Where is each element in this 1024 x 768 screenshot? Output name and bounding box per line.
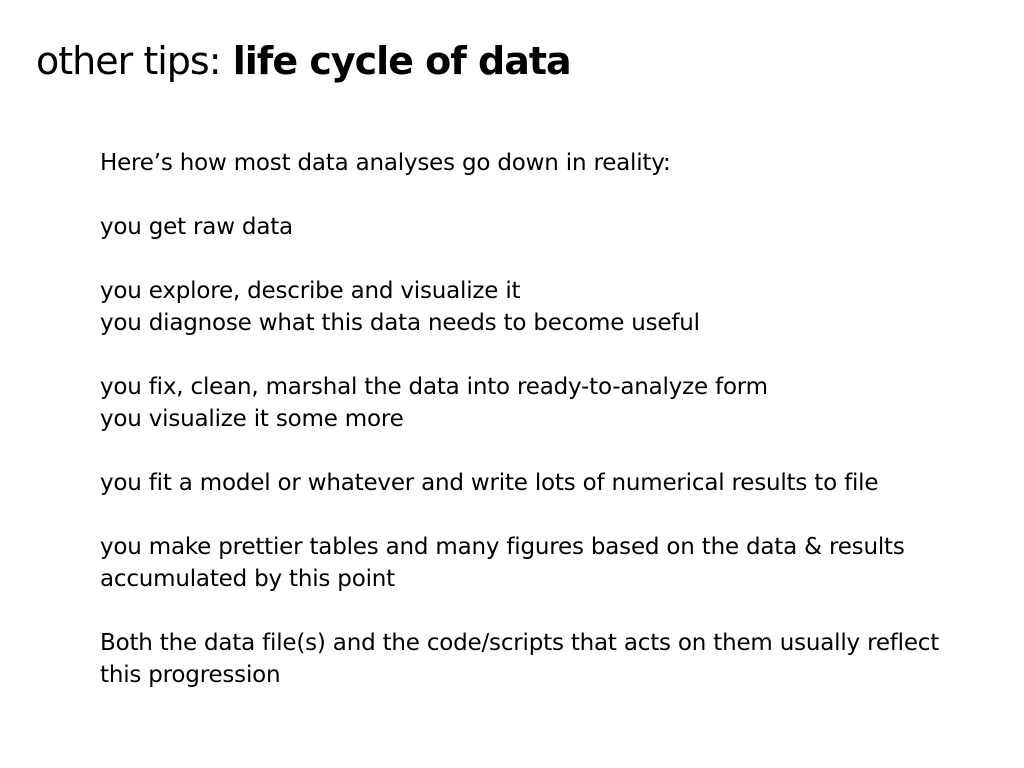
text-line: you fit a model or whatever and write lo… bbox=[100, 470, 879, 496]
slide-title: other tips: life cycle of data bbox=[36, 36, 572, 86]
text-line: you visualize it some more bbox=[100, 406, 404, 432]
paragraph-explore: you explore, describe and visualize it y… bbox=[100, 275, 1000, 339]
title-emphasis: life cycle of data bbox=[232, 39, 572, 83]
paragraph-conclusion: Both the data file(s) and the code/scrip… bbox=[100, 627, 1000, 691]
text-line: you fix, clean, marshal the data into re… bbox=[100, 374, 768, 400]
text-line: Both the data file(s) and the code/scrip… bbox=[100, 630, 940, 656]
text-line: you explore, describe and visualize it bbox=[100, 278, 521, 304]
paragraph-clean: you fix, clean, marshal the data into re… bbox=[100, 371, 1000, 435]
text-line: Here’s how most data analyses go down in… bbox=[100, 150, 671, 176]
text-line: you make prettier tables and many figure… bbox=[100, 534, 905, 560]
slide-body: Here’s how most data analyses go down in… bbox=[100, 147, 1000, 723]
text-line: this progression bbox=[100, 662, 281, 688]
text-line: you get raw data bbox=[100, 214, 293, 240]
paragraph-figures: you make prettier tables and many figure… bbox=[100, 531, 1000, 595]
paragraph-intro: Here’s how most data analyses go down in… bbox=[100, 147, 1000, 179]
text-line: you diagnose what this data needs to bec… bbox=[100, 310, 700, 336]
title-prefix: other tips: bbox=[36, 39, 221, 83]
paragraph-model: you fit a model or whatever and write lo… bbox=[100, 467, 1000, 499]
text-line: accumulated by this point bbox=[100, 566, 395, 592]
paragraph-raw-data: you get raw data bbox=[100, 211, 1000, 243]
